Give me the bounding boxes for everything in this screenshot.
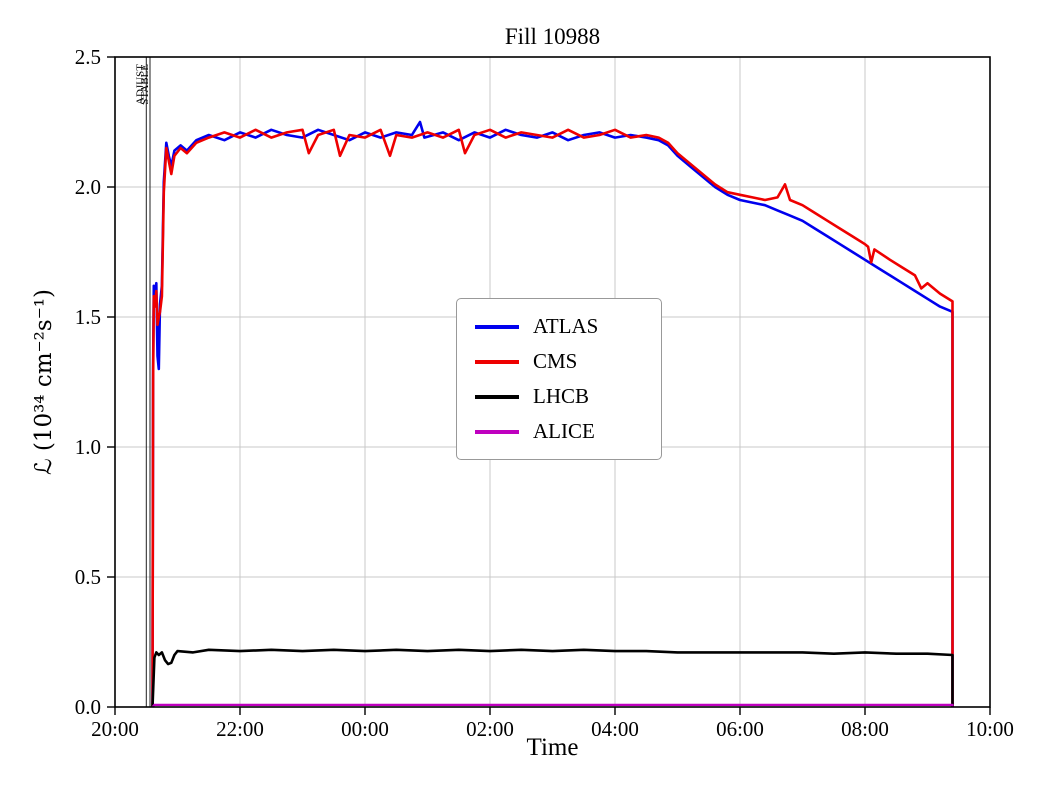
annotation-label: ADJUST [134,64,146,105]
svg-text:10:00: 10:00 [966,717,1014,741]
legend-swatch-alice [475,429,519,434]
svg-text:2.0: 2.0 [75,175,101,199]
chart-title: Fill 10988 [504,24,601,49]
svg-text:04:00: 04:00 [591,717,639,741]
y-axis-label: ℒ (10³⁴ cm⁻²s⁻¹) [31,288,57,476]
svg-text:0.0: 0.0 [75,695,101,719]
x-ticks [114,707,991,715]
svg-text:2.5: 2.5 [75,45,101,69]
legend-swatch-atlas [475,324,519,329]
legend-item-alice: ALICE [457,414,661,449]
legend: ATLAS CMS LHCB ALICE [456,298,662,460]
legend-item-cms: CMS [457,344,661,379]
legend-label-lhcb: LHCB [533,384,590,408]
axes-frame [114,56,991,708]
y-tick-labels: 0.0 0.5 1.0 1.5 2.0 2.5 [75,45,101,719]
legend-swatch-cms [475,359,519,364]
svg-text:1.5: 1.5 [75,305,101,329]
svg-text:02:00: 02:00 [466,717,514,741]
series-line-alice [151,703,954,708]
svg-text:06:00: 06:00 [716,717,764,741]
series-line-lhcb [151,648,954,708]
x-axis-label: Time [526,734,579,761]
legend-label-cms: CMS [533,349,578,373]
svg-text:22:00: 22:00 [216,717,264,741]
y-ticks [107,56,115,708]
svg-text:08:00: 08:00 [841,717,889,741]
legend-item-lhcb: LHCB [457,379,661,414]
svg-text:0.5: 0.5 [75,565,101,589]
legend-item-atlas: ATLAS [457,309,661,344]
legend-label-alice: ALICE [533,419,595,443]
svg-text:1.0: 1.0 [75,435,101,459]
x-tick-labels: 20:00 22:00 00:00 02:00 04:00 06:00 08:00 10:00 [91,717,1014,741]
svg-text:00:00: 00:00 [341,717,389,741]
series-line-cms [151,128,954,708]
legend-label-atlas: ATLAS [533,314,599,338]
svg-text:20:00: 20:00 [91,717,139,741]
legend-swatch-lhcb [475,394,519,399]
annotation-label: STABLE [139,64,151,105]
series-line-atlas [151,120,954,708]
